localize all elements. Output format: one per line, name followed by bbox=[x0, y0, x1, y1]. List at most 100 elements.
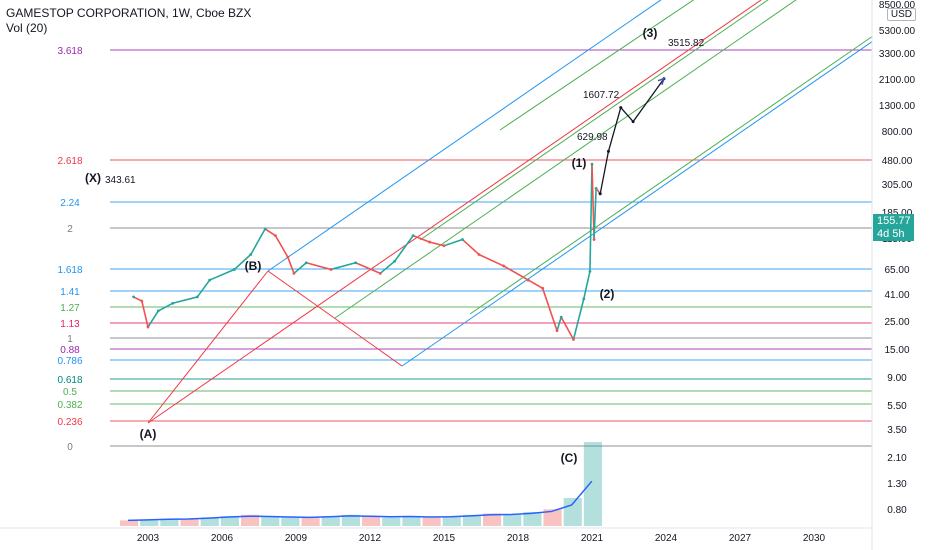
fib-level-label: 1.13 bbox=[60, 319, 80, 330]
price-tick-label: 3300.00 bbox=[879, 49, 916, 60]
price-point bbox=[588, 269, 592, 273]
price-tick-label: 15.00 bbox=[884, 345, 909, 356]
pitchfork-outer-line bbox=[401, 41, 873, 367]
pitchfork-inner-line bbox=[499, 0, 695, 131]
price-series bbox=[132, 162, 602, 341]
price-segment bbox=[330, 261, 356, 271]
time-tick-label: 2027 bbox=[729, 533, 752, 544]
price-point bbox=[132, 295, 136, 299]
pitchfork-handle bbox=[267, 270, 403, 367]
volume-bar bbox=[180, 519, 199, 526]
pitchfork-inner-line bbox=[469, 36, 873, 315]
pitchfork bbox=[147, 0, 873, 424]
price-point bbox=[146, 325, 150, 329]
price-segment bbox=[556, 316, 562, 331]
volume-bar bbox=[382, 517, 401, 526]
price-tick-label: 9.00 bbox=[887, 373, 907, 384]
price-point bbox=[140, 299, 144, 303]
volume-indicator-label[interactable]: Vol (20) bbox=[6, 21, 48, 35]
projection-point bbox=[631, 120, 635, 124]
fib-level-label: 0.618 bbox=[57, 375, 82, 386]
price-segment bbox=[355, 261, 381, 275]
fib-level-label: 0 bbox=[67, 442, 73, 453]
price-tick-label: 1300.00 bbox=[879, 101, 916, 112]
time-tick-label: 2003 bbox=[137, 533, 160, 544]
last-price-value: 155.77 bbox=[877, 215, 911, 227]
volume-bar bbox=[160, 519, 179, 526]
price-point bbox=[594, 186, 598, 190]
price-axis[interactable]: 8500.00 5300.00 3300.00 2100.00 1300.00 800.0… bbox=[879, 0, 916, 516]
price-tick-label: 5.50 bbox=[887, 401, 907, 412]
price-point bbox=[559, 315, 563, 319]
price-tick-label: 3.50 bbox=[887, 425, 907, 436]
price-point bbox=[442, 244, 446, 248]
price-tick-label: 480.00 bbox=[882, 156, 913, 167]
price-annotation: 1607.72 bbox=[583, 90, 620, 101]
currency-badge[interactable]: USD bbox=[886, 8, 916, 21]
price-point bbox=[195, 295, 199, 299]
time-tick-label: 2024 bbox=[655, 533, 678, 544]
projection-path bbox=[598, 77, 666, 196]
price-tick-label: 185.00 bbox=[882, 208, 913, 219]
price-segment bbox=[133, 296, 143, 302]
volume-bar bbox=[503, 514, 522, 526]
price-segment bbox=[527, 279, 544, 290]
price-point bbox=[378, 271, 382, 275]
price-tick-label: 5300.00 bbox=[879, 26, 916, 37]
fib-level-label: 1.618 bbox=[57, 265, 82, 276]
fib-level-label: 2.24 bbox=[60, 198, 80, 209]
volume-bar bbox=[483, 513, 502, 526]
pitchfork-median-line bbox=[147, 0, 762, 424]
volume-bar bbox=[120, 520, 139, 526]
fib-level-label: 1 bbox=[67, 334, 73, 345]
time-tick-label: 2021 bbox=[581, 533, 604, 544]
volume-bar bbox=[462, 514, 481, 526]
price-point bbox=[590, 162, 594, 166]
price-segment bbox=[274, 235, 289, 258]
fib-level-label: 2 bbox=[67, 224, 73, 235]
price-tick-label: 305.00 bbox=[882, 180, 913, 191]
price-point bbox=[286, 255, 290, 259]
price-tick-label: 800.00 bbox=[882, 127, 913, 138]
price-point bbox=[329, 268, 333, 271]
wave-label: (2) bbox=[600, 287, 615, 301]
price-point bbox=[582, 297, 586, 301]
fib-level-label: 1.41 bbox=[60, 287, 80, 298]
fib-level-label: 0.786 bbox=[57, 356, 82, 367]
price-annotation: 629.98 bbox=[577, 132, 608, 143]
price-point bbox=[461, 238, 464, 241]
pitchfork-outer-line bbox=[267, 0, 662, 272]
fib-level-label: 2.618 bbox=[57, 156, 82, 167]
price-point bbox=[263, 227, 267, 231]
price-point bbox=[171, 301, 175, 305]
projection-point bbox=[619, 106, 623, 110]
pitchfork-inner-line bbox=[334, 0, 797, 319]
fib-level-label: 0.88 bbox=[60, 345, 80, 356]
price-point bbox=[502, 264, 506, 268]
price-point bbox=[208, 278, 212, 282]
projection-arrowhead bbox=[657, 77, 666, 85]
volume-bar bbox=[422, 517, 441, 526]
price-segment bbox=[233, 253, 252, 271]
price-segment bbox=[560, 316, 575, 340]
price-segment bbox=[250, 228, 266, 255]
fib-level-label: 1.27 bbox=[60, 303, 80, 314]
price-point bbox=[354, 261, 358, 265]
time-axis[interactable]: 2003 2006 2009 2012 2015 2018 2021 2024 2027 2030 bbox=[137, 533, 826, 544]
price-segment bbox=[287, 256, 295, 274]
wave-label: (X) bbox=[85, 171, 101, 185]
wave-label: (1) bbox=[572, 156, 587, 170]
fibonacci-levels: 3.618 2.618 2.24 2 1.618 1.41 1.27 1.13 10.880.7… bbox=[57, 46, 872, 453]
price-tick-label: 0.80 bbox=[887, 505, 907, 516]
price-point bbox=[555, 329, 559, 333]
volume-bar bbox=[442, 516, 461, 526]
price-tick-label: 41.00 bbox=[884, 290, 909, 301]
symbol-title[interactable]: GAMESTOP CORPORATION, 1W, Cboe BZX bbox=[6, 6, 252, 20]
bar-countdown: 4d 5h bbox=[877, 228, 905, 240]
price-point bbox=[393, 259, 397, 263]
price-segment bbox=[293, 262, 307, 274]
wave-label: (A) bbox=[140, 427, 157, 441]
last-price-tag: 155.77 4d 5h bbox=[873, 214, 914, 241]
price-point bbox=[292, 271, 296, 275]
